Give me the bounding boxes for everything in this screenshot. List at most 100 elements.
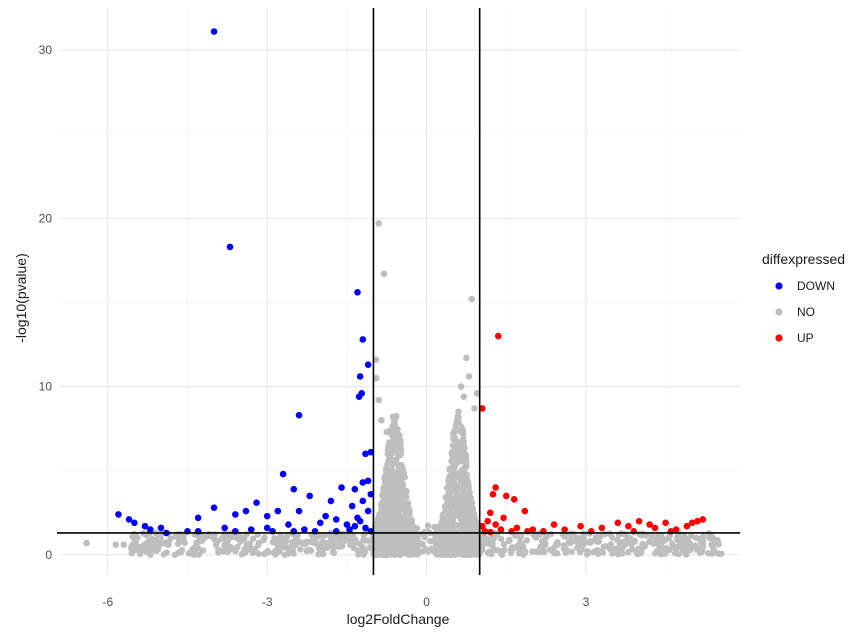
no-point — [616, 541, 624, 549]
no-point — [467, 498, 474, 506]
up-point — [529, 526, 537, 533]
no-point — [447, 535, 455, 543]
no-point — [448, 521, 456, 529]
no-point — [301, 541, 309, 548]
down-point — [364, 361, 372, 368]
no-point — [491, 546, 499, 554]
no-point — [360, 546, 367, 554]
up-point — [625, 522, 632, 530]
no-point — [641, 543, 648, 550]
no-point — [489, 539, 496, 547]
no-point — [391, 478, 398, 486]
no-point — [505, 537, 513, 545]
no-point — [112, 541, 120, 549]
no-point — [454, 549, 461, 557]
no-point — [537, 543, 544, 551]
up-point — [489, 490, 497, 498]
no-point — [655, 540, 663, 547]
series-down — [115, 28, 375, 537]
x-tick-label: -3 — [262, 595, 273, 609]
up-point — [550, 521, 558, 528]
down-point — [279, 470, 287, 478]
no-point — [261, 534, 268, 541]
no-point — [448, 550, 456, 558]
no-point — [219, 547, 227, 555]
no-point — [465, 373, 473, 380]
no-point — [157, 534, 164, 541]
no-point — [412, 550, 419, 557]
no-point — [567, 539, 574, 547]
no-point — [167, 535, 174, 542]
down-point — [362, 450, 369, 458]
no-point — [390, 525, 397, 533]
down-point — [322, 512, 329, 520]
no-point — [422, 546, 429, 553]
no-point — [233, 534, 240, 541]
no-point — [424, 522, 432, 529]
y-tick-label: 0 — [45, 548, 52, 562]
no-point — [576, 548, 584, 556]
no-point — [307, 538, 315, 546]
up-point — [672, 526, 680, 533]
no-point — [445, 478, 453, 486]
no-point — [674, 533, 682, 541]
no-point — [430, 547, 438, 555]
down-point — [285, 521, 292, 528]
down-point — [332, 516, 340, 523]
no-point — [174, 540, 182, 548]
no-point — [547, 530, 555, 538]
up-point — [688, 519, 696, 527]
down-point — [194, 514, 202, 522]
no-point — [473, 542, 480, 549]
no-point — [521, 547, 529, 555]
no-point — [83, 539, 90, 547]
no-point — [403, 500, 410, 508]
down-point — [359, 479, 367, 486]
down-point — [355, 393, 363, 400]
down-point — [364, 507, 372, 515]
no-point — [340, 534, 347, 542]
down-point — [253, 499, 260, 506]
no-point — [287, 548, 294, 556]
down-point — [147, 526, 154, 533]
no-point — [196, 536, 203, 544]
no-point — [651, 550, 659, 557]
x-tick-label: 3 — [583, 595, 590, 609]
no-point — [330, 549, 338, 557]
no-point — [648, 533, 656, 540]
no-point — [459, 435, 467, 442]
no-point — [610, 545, 617, 552]
down-point — [247, 526, 255, 533]
no-point — [657, 551, 665, 558]
no-point — [385, 453, 393, 460]
no-point — [452, 437, 460, 444]
down-point — [367, 490, 375, 498]
no-point — [441, 548, 449, 556]
no-point — [386, 459, 394, 466]
no-point — [241, 545, 249, 552]
no-point — [180, 535, 187, 542]
no-point — [292, 541, 299, 549]
down-point — [157, 524, 165, 532]
no-point — [480, 541, 487, 548]
y-axis-title: -log10(pvalue) — [13, 253, 29, 343]
threshold-layer — [57, 8, 740, 575]
no-point — [142, 547, 150, 554]
no-point — [255, 542, 262, 549]
no-point — [351, 536, 359, 543]
down-point — [210, 28, 218, 35]
no-point — [709, 541, 716, 549]
no-point — [385, 471, 392, 478]
no-point — [408, 516, 415, 524]
up-point — [494, 332, 502, 340]
no-point — [396, 464, 403, 471]
no-point — [452, 489, 460, 496]
no-point — [442, 494, 449, 501]
no-point — [411, 537, 419, 544]
up-point — [635, 517, 643, 525]
no-point — [383, 490, 390, 498]
no-point — [376, 511, 383, 518]
down-point — [348, 502, 356, 510]
no-point — [315, 533, 322, 540]
no-point — [681, 533, 688, 540]
